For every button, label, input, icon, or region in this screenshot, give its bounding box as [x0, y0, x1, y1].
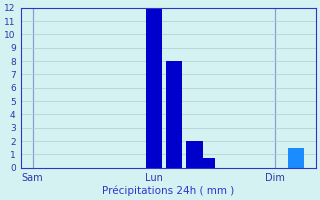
Bar [166, 61, 182, 168]
Bar [287, 148, 304, 168]
Bar [198, 158, 215, 168]
Bar [146, 8, 162, 168]
Bar [186, 141, 203, 168]
X-axis label: Précipitations 24h ( mm ): Précipitations 24h ( mm ) [102, 185, 234, 196]
